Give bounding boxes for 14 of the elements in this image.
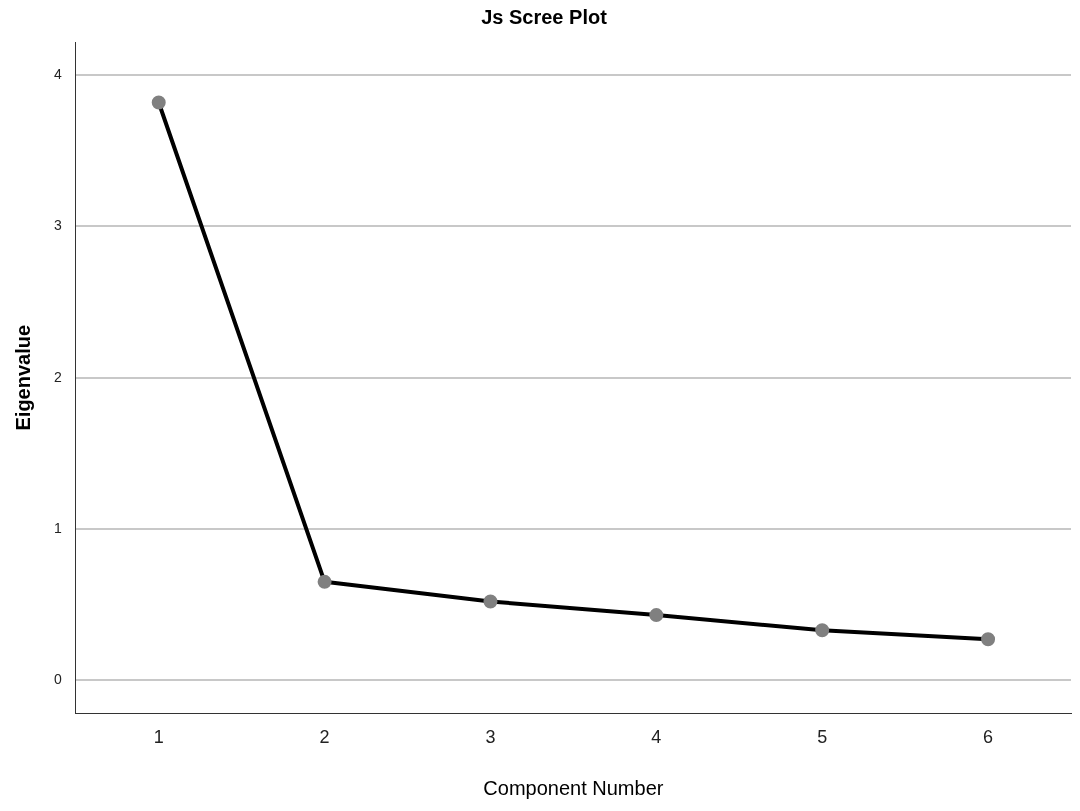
y-tick-label: 3 (53, 217, 62, 234)
x-tick-label: 2 (319, 727, 330, 748)
x-tick-label: 5 (817, 727, 828, 748)
x-tick-label: 6 (983, 727, 994, 748)
x-tick-label: 1 (153, 727, 164, 748)
y-tick-label: 1 (53, 519, 62, 536)
x-axis-title: Component Number (483, 776, 664, 799)
y-tick-label: 0 (53, 670, 62, 687)
x-tick-label: 3 (485, 727, 496, 748)
chart-title: Js Scree Plot (481, 5, 608, 28)
y-tick-label: 4 (53, 66, 62, 83)
y-tick-label: 2 (53, 368, 62, 385)
x-tick-label: 4 (651, 727, 662, 748)
y-axis-title: Eigenvalue (11, 324, 34, 431)
